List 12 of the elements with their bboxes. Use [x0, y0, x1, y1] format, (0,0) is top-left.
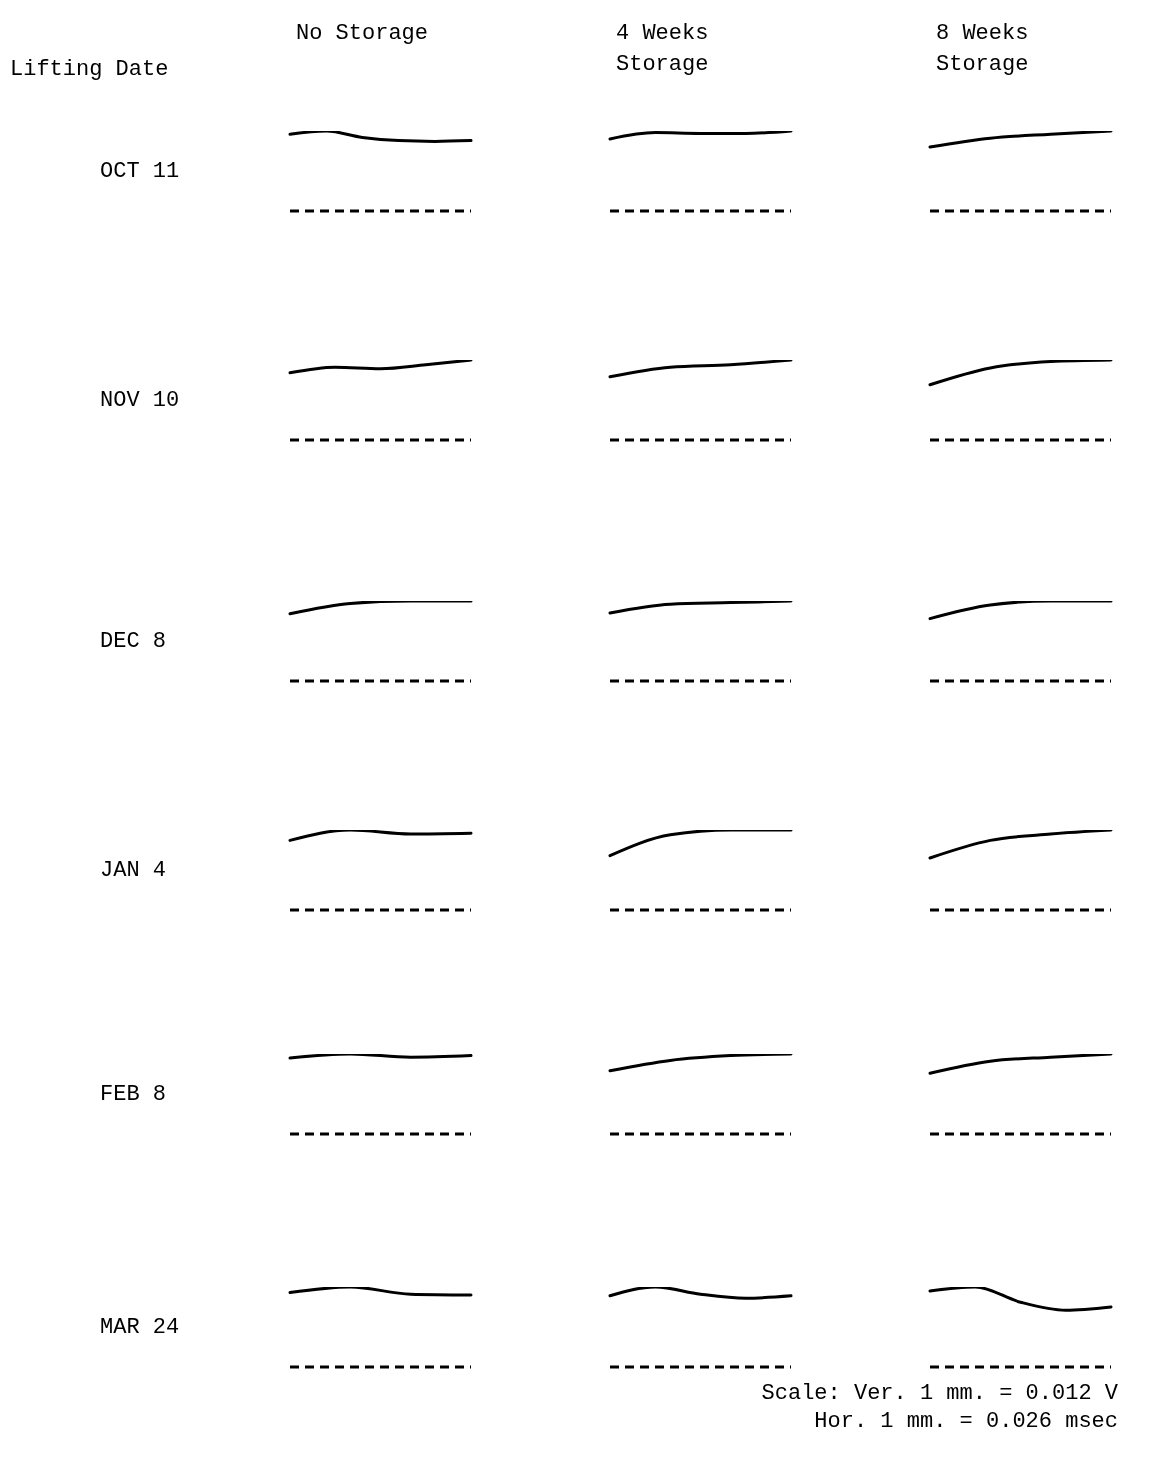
chart-title: 8 Weeks Storage — [936, 20, 1029, 79]
y-axis-title: OCT 11 — [100, 159, 180, 184]
chart-title: 4 Weeks Storage — [616, 20, 709, 79]
y-axis-title: FEB 8 — [100, 1082, 167, 1107]
text: Scale: Ver. 1 mm. = 0.012 V — [761, 1380, 1118, 1408]
y-axis-title: NOV 10 — [100, 388, 180, 413]
text: Lifting Date — [10, 56, 169, 84]
chart-title: No Storage — [296, 20, 429, 48]
y-axis-title: JAN 4 — [100, 858, 167, 883]
text: Hor. 1 mm. = 0.026 msec — [813, 1408, 1118, 1436]
y-axis-title: MAR 24 — [100, 1315, 180, 1340]
y-axis-title: DEC 8 — [100, 629, 167, 654]
